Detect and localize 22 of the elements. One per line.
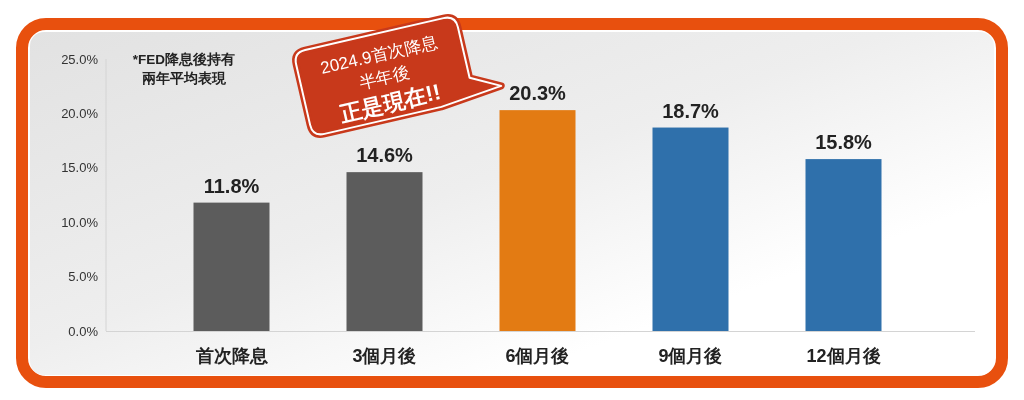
- annotation: *FED降息後持有兩年平均表現: [132, 52, 236, 86]
- bar: [193, 202, 270, 331]
- bar: [499, 110, 576, 331]
- bar: [346, 172, 423, 331]
- bar: [652, 127, 729, 331]
- data-label: 15.8%: [815, 131, 873, 154]
- data-label: 11.8%: [203, 174, 260, 197]
- data-label: 20.3%: [509, 82, 567, 105]
- data-label: 14.6%: [356, 144, 414, 167]
- x-tick-label: 6個月後: [505, 346, 570, 366]
- x-tick-label: 3個月後: [352, 346, 417, 366]
- data-label: 18.7%: [662, 99, 720, 122]
- y-tick-label: 15.0%: [61, 160, 99, 176]
- x-tick-label: 9個月後: [658, 346, 723, 366]
- x-tick-label: 12個月後: [806, 346, 881, 366]
- x-tick-label: 首次降息: [194, 346, 268, 366]
- bar: [805, 159, 882, 331]
- y-tick-label: 5.0%: [68, 269, 99, 285]
- y-tick-label: 20.0%: [61, 105, 99, 121]
- y-tick-label: 0.0%: [68, 323, 99, 339]
- y-tick-label: 10.0%: [61, 214, 99, 230]
- y-tick-label: 25.0%: [61, 51, 99, 67]
